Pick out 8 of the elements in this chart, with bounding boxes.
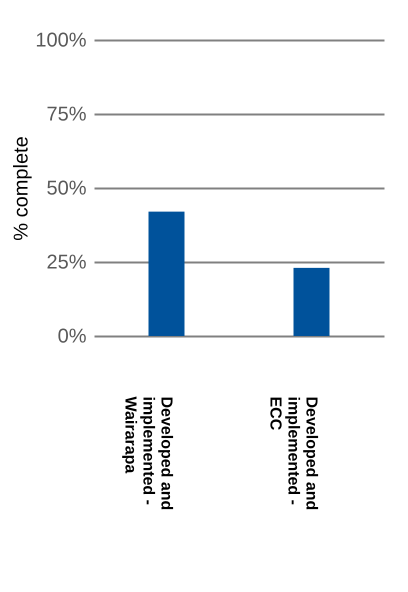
y-tick-label: 50%	[46, 178, 87, 200]
x-tick-label: Developed and implemented - Wairarapa	[122, 396, 174, 510]
y-tick-label: 25%	[46, 252, 87, 274]
y-tick-label: 75%	[46, 104, 87, 126]
y-tick-label: 0%	[58, 326, 87, 348]
y-tick-label: 100%	[35, 30, 87, 52]
x-tick-label: Developed and implemented - ECC	[266, 396, 320, 510]
y-axis-title: % complete	[10, 136, 32, 241]
